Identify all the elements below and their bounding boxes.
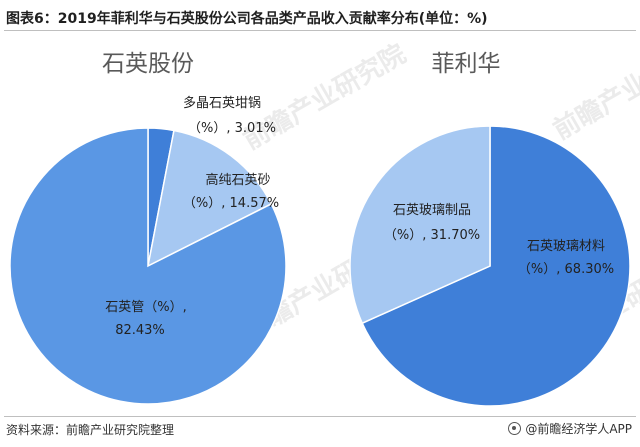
footer-divider xyxy=(4,416,636,417)
brand-logo-icon xyxy=(508,422,522,435)
pie1-value-sand: （%）, 14.57% xyxy=(183,196,279,211)
source-note: 资料来源：前瞻产业研究院整理 xyxy=(6,423,175,437)
brand-text: @前瞻经济学人APP xyxy=(525,422,632,436)
watermark-text: 前瞻产业研究院 xyxy=(238,38,411,156)
pie2-slice-1 xyxy=(349,125,491,325)
pie1-slice-2 xyxy=(9,127,287,405)
pie2-slices xyxy=(349,125,631,407)
pie1-label-crucible: 多晶石英坩锅 xyxy=(183,95,261,111)
pie2-value-material: （%）, 68.30% xyxy=(518,262,614,277)
brand-mark: @前瞻经济学人APP xyxy=(508,420,632,437)
watermark-text: 前瞻产业研究院 xyxy=(548,28,640,146)
chart-main-title: 图表6：2019年菲利华与石英股份公司各品类产品收入贡献率分布(单位：%) xyxy=(6,11,488,27)
pie2-title: 菲利华 xyxy=(432,51,501,77)
pie-charts-canvas: 前瞻产业研究院 前瞻产业研究院 前瞻产业研究院 前瞻产业研究院 石英股份 菲利华… xyxy=(9,28,640,407)
pie2-label-product: 石英玻璃制品 xyxy=(393,203,471,218)
pie1-title: 石英股份 xyxy=(102,51,194,77)
pie2-slice-0 xyxy=(361,125,631,407)
pie1-slice-1 xyxy=(146,129,273,268)
pie1-label-tube: 石英管（%）, xyxy=(105,300,187,315)
pie1-value-tube: 82.43% xyxy=(115,323,165,338)
pie1-label-sand: 高纯石英砂 xyxy=(205,172,270,188)
title-divider xyxy=(4,30,636,31)
pie1-value-crucible: （%）, 3.01% xyxy=(188,121,276,136)
pie1-slices xyxy=(9,127,287,405)
pie2-value-product: （%）, 31.70% xyxy=(384,228,480,243)
pie2-label-material: 石英玻璃材料 xyxy=(527,239,605,254)
